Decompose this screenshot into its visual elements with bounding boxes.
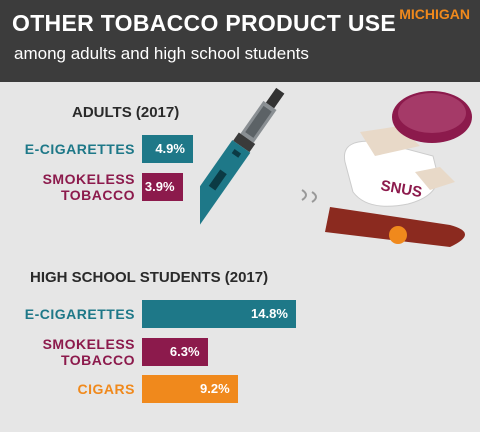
category-label: E-CIGARETTES bbox=[24, 306, 135, 322]
value-label: 14.8% bbox=[251, 306, 288, 321]
category-label: CIGARS bbox=[77, 381, 135, 397]
snus-tin: SNUS bbox=[343, 91, 472, 207]
value-label: 4.9% bbox=[155, 141, 185, 156]
bar bbox=[142, 375, 238, 403]
cigar bbox=[301, 189, 465, 247]
category-label: SMOKELESS TOBACCO bbox=[42, 170, 135, 203]
value-label: 9.2% bbox=[200, 381, 230, 396]
value-label: 3.9% bbox=[144, 178, 175, 194]
header: OTHER TOBACCO PRODUCT USE among adults a… bbox=[0, 0, 480, 82]
region: MICHIGAN bbox=[399, 6, 470, 22]
value-label: 6.3% bbox=[169, 343, 200, 359]
chart-title: ADULTS (2017) bbox=[72, 104, 180, 121]
title: OTHER TOBACCO PRODUCT USE bbox=[12, 10, 397, 36]
illustration: SNUS bbox=[200, 87, 472, 247]
bar bbox=[142, 300, 296, 328]
category-label: SMOKELESS TOBACCO bbox=[42, 335, 135, 368]
vape-pen bbox=[200, 87, 285, 235]
subtitle: among adults and high school students bbox=[14, 44, 309, 63]
bar bbox=[142, 337, 208, 366]
category-label: E-CIGARETTES bbox=[24, 141, 135, 157]
bar bbox=[142, 172, 183, 201]
chart-title: HIGH SCHOOL STUDENTS (2017) bbox=[30, 269, 269, 286]
snus-label: SNUS bbox=[379, 177, 423, 201]
bar bbox=[142, 135, 193, 163]
